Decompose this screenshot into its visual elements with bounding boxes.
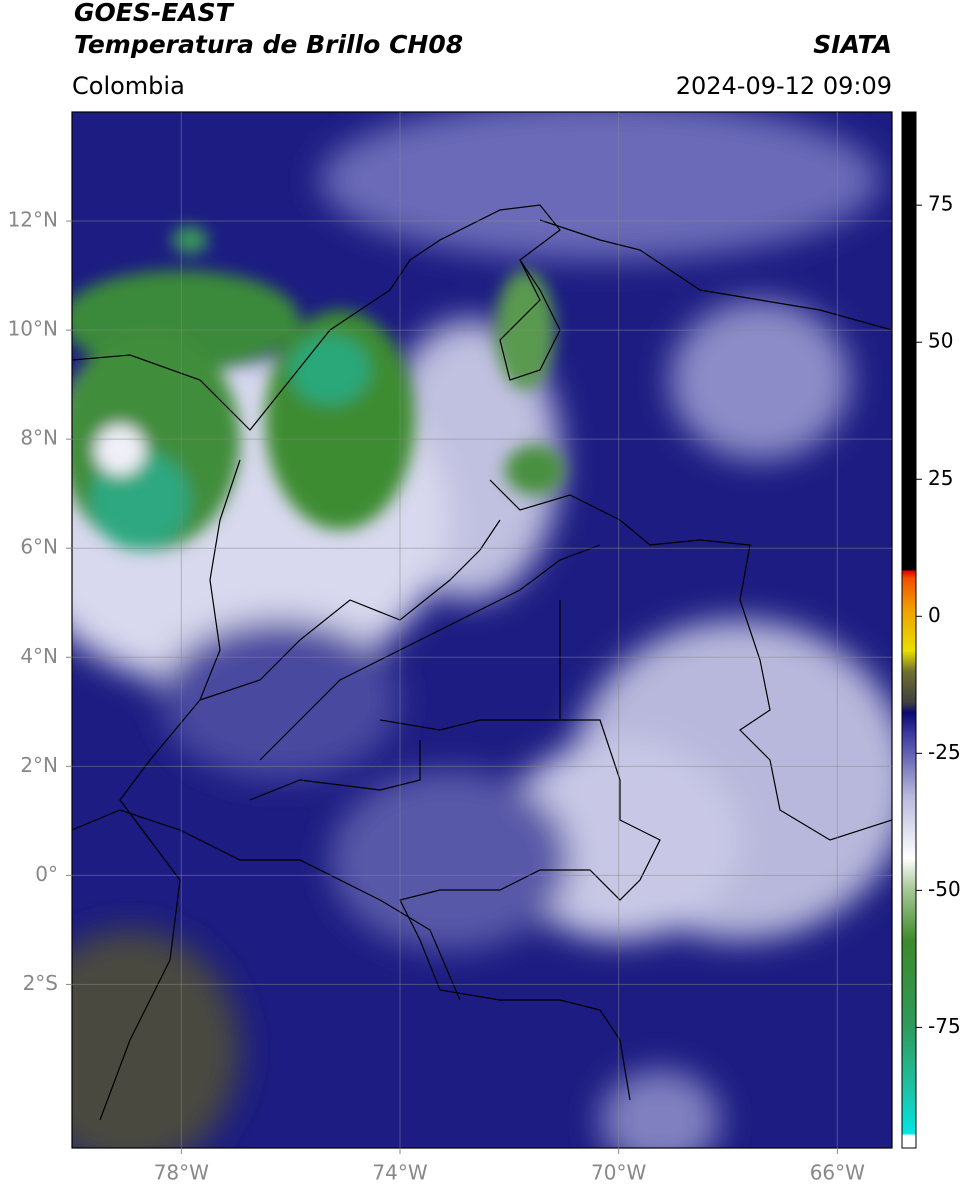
x-tick-label: 78°W	[154, 1161, 209, 1185]
colorbar-tick-label: -75	[928, 1014, 961, 1038]
y-tick-label: 4°N	[20, 644, 58, 668]
y-tick-label: 2°S	[23, 971, 58, 995]
colorbar-tick-label: -50	[928, 877, 961, 901]
y-tick-label: 6°N	[20, 535, 58, 559]
colorbar	[901, 111, 917, 1149]
datetime: 2024-09-12 09:09	[676, 72, 892, 100]
subtitle: Temperatura de Brillo CH08	[74, 30, 463, 59]
colorbar-tick-label: 0	[928, 603, 941, 627]
y-tick-label: 10°N	[8, 317, 58, 341]
region: Colombia	[72, 72, 185, 100]
borders	[72, 204, 892, 1121]
colorbar-tick-label: 75	[928, 192, 953, 216]
y-tick-label: 12°N	[8, 208, 58, 232]
title: GOES-EAST	[74, 0, 235, 27]
source: SIATA	[813, 30, 892, 59]
y-tick-label: 2°N	[20, 753, 58, 777]
colorbar-tick-label: -25	[928, 740, 961, 764]
satellite-image	[72, 112, 892, 1148]
colorbar-tick-label: 50	[928, 329, 953, 353]
y-tick-label: 0°	[35, 862, 58, 886]
x-tick-label: 70°W	[591, 1161, 646, 1185]
colorbar-tick-label: 25	[928, 466, 953, 490]
map-frame	[71, 111, 893, 1149]
x-tick-label: 66°W	[810, 1161, 865, 1185]
y-tick-label: 8°N	[20, 426, 58, 450]
x-tick-label: 74°W	[372, 1161, 427, 1185]
